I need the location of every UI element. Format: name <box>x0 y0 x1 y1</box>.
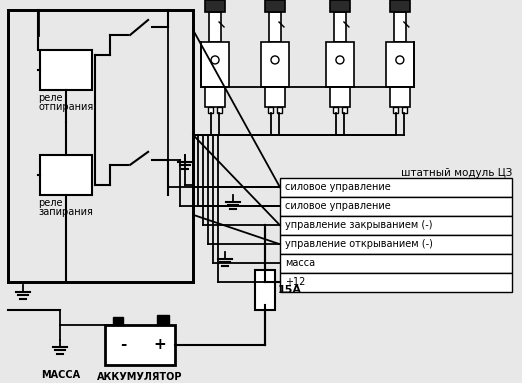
Bar <box>105 325 175 365</box>
Bar <box>8 10 193 282</box>
Bar <box>280 254 512 273</box>
Bar <box>334 12 346 42</box>
Text: силовое управление: силовое управление <box>285 182 391 192</box>
Bar <box>209 12 221 42</box>
Text: -: - <box>120 337 126 352</box>
Bar <box>390 87 410 107</box>
Bar <box>280 216 512 235</box>
Bar <box>265 87 285 107</box>
Bar <box>386 42 414 87</box>
Bar <box>393 107 398 113</box>
Text: масса: масса <box>285 258 315 268</box>
Text: силовое управление: силовое управление <box>285 201 391 211</box>
Bar <box>113 317 123 325</box>
Bar <box>390 0 410 12</box>
Bar <box>342 107 347 113</box>
Bar <box>157 315 169 325</box>
Text: запирания: запирания <box>38 207 93 217</box>
Text: +12: +12 <box>285 277 305 287</box>
Text: АККУМУЛЯТОР: АККУМУЛЯТОР <box>98 372 183 381</box>
Bar <box>330 0 350 12</box>
Bar <box>280 235 512 254</box>
Bar <box>280 178 512 197</box>
Bar <box>326 42 354 87</box>
Bar <box>201 42 229 87</box>
Bar <box>208 107 213 113</box>
Text: управление закрыванием (-): управление закрыванием (-) <box>285 220 432 230</box>
Text: управление открыванием (-): управление открыванием (-) <box>285 239 433 249</box>
Text: МАССА: МАССА <box>41 370 80 380</box>
Bar <box>402 107 407 113</box>
Bar <box>217 107 222 113</box>
Bar <box>333 107 338 113</box>
Text: реле: реле <box>38 198 63 208</box>
Bar <box>269 12 281 42</box>
Text: 15А: 15А <box>278 285 302 295</box>
Text: штатный модуль ЦЗ: штатный модуль ЦЗ <box>400 168 512 178</box>
Bar <box>280 197 512 216</box>
Bar <box>265 0 285 12</box>
Text: отпирания: отпирания <box>38 102 93 112</box>
Bar <box>261 42 289 87</box>
Bar <box>40 155 92 195</box>
Bar <box>268 107 273 113</box>
Bar <box>205 0 225 12</box>
Bar <box>394 12 406 42</box>
Bar <box>255 270 275 310</box>
Bar <box>277 107 282 113</box>
Bar <box>280 273 512 292</box>
Text: +: + <box>153 337 167 352</box>
Bar <box>205 87 225 107</box>
Text: реле: реле <box>38 93 63 103</box>
Bar <box>330 87 350 107</box>
Bar <box>40 50 92 90</box>
